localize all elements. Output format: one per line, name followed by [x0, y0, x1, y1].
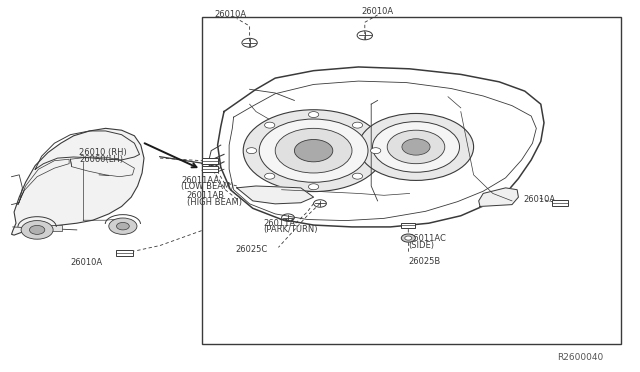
Circle shape — [372, 122, 460, 172]
Text: 26025B: 26025B — [408, 257, 440, 266]
Polygon shape — [479, 188, 518, 206]
Circle shape — [294, 140, 333, 162]
Circle shape — [308, 184, 319, 190]
Text: (PARK/TURN): (PARK/TURN) — [264, 225, 318, 234]
Circle shape — [109, 218, 137, 234]
Bar — [27, 225, 62, 231]
Bar — [552, 200, 568, 206]
Text: 26011AB: 26011AB — [187, 191, 225, 200]
Text: 26010A: 26010A — [214, 10, 246, 19]
Circle shape — [401, 234, 415, 242]
Bar — [202, 17, 621, 344]
Circle shape — [387, 130, 445, 164]
Text: 26010A: 26010A — [70, 258, 102, 267]
Polygon shape — [12, 128, 144, 235]
Circle shape — [259, 119, 368, 182]
Circle shape — [405, 236, 412, 240]
Bar — [202, 166, 218, 172]
Text: 26011A: 26011A — [264, 219, 296, 228]
Text: (LOW BEAM): (LOW BEAM) — [181, 182, 234, 191]
Text: 26010A: 26010A — [361, 7, 393, 16]
Bar — [116, 250, 133, 256]
Circle shape — [308, 112, 319, 118]
Circle shape — [246, 148, 257, 154]
Text: 26011AC: 26011AC — [408, 234, 446, 243]
Circle shape — [264, 122, 275, 128]
Circle shape — [353, 122, 363, 128]
Circle shape — [358, 113, 474, 180]
Text: 26011AA: 26011AA — [181, 176, 220, 185]
Text: R2600040: R2600040 — [557, 353, 603, 362]
Circle shape — [353, 173, 363, 179]
Circle shape — [402, 139, 430, 155]
Text: 26010A: 26010A — [524, 195, 556, 203]
Bar — [401, 222, 415, 228]
Text: 26060(LH): 26060(LH) — [79, 155, 124, 164]
Text: (HIGH BEAM): (HIGH BEAM) — [187, 198, 242, 207]
Text: 26010 (RH): 26010 (RH) — [79, 148, 127, 157]
Bar — [202, 158, 218, 164]
Circle shape — [275, 128, 352, 173]
Circle shape — [29, 225, 45, 234]
Circle shape — [243, 110, 384, 192]
Circle shape — [371, 148, 381, 154]
Circle shape — [21, 221, 53, 239]
Circle shape — [116, 222, 129, 230]
Polygon shape — [237, 186, 314, 204]
Text: 26025C: 26025C — [236, 246, 268, 254]
Text: (SIDE): (SIDE) — [408, 241, 435, 250]
Circle shape — [264, 173, 275, 179]
